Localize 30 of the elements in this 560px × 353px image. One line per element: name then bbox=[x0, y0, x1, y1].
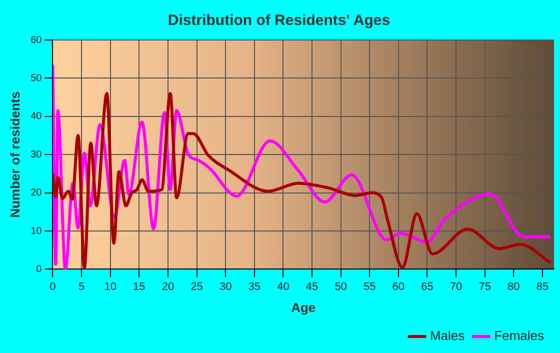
x-tick-label: 5 bbox=[78, 280, 85, 293]
x-tick-label: 65 bbox=[421, 280, 434, 293]
y-axis-title: Number of residents bbox=[7, 91, 22, 218]
x-tick-label: 40 bbox=[277, 280, 290, 293]
x-tick-label: 50 bbox=[334, 280, 347, 293]
x-tick-label: 80 bbox=[508, 280, 520, 293]
x-axis-title: Age bbox=[291, 300, 316, 315]
x-tick-label: 35 bbox=[248, 280, 261, 293]
y-tick-label: 50 bbox=[30, 72, 42, 84]
x-tick-label: 45 bbox=[306, 280, 318, 293]
x-tick-label: 20 bbox=[162, 280, 174, 293]
y-tick-label: 10 bbox=[30, 226, 42, 237]
x-tick-label: 75 bbox=[478, 280, 491, 293]
y-tick-label: 30 bbox=[30, 149, 42, 160]
y-tick-label: 20 bbox=[30, 188, 42, 199]
x-tick-label: 30 bbox=[219, 280, 232, 293]
x-tick-label: 15 bbox=[133, 280, 146, 293]
x-tick-label: 70 bbox=[450, 280, 462, 293]
x-tick-label: 55 bbox=[363, 280, 376, 293]
x-tick-label: 25 bbox=[190, 280, 203, 293]
legend-label: Males bbox=[430, 328, 466, 344]
legend-label: Females bbox=[494, 328, 544, 344]
y-tick-label: 0 bbox=[36, 264, 42, 275]
x-tick-label: 85 bbox=[536, 280, 549, 293]
y-tick-label: 40 bbox=[30, 111, 42, 122]
chart-title: Distribution of Residents' Ages bbox=[168, 12, 390, 30]
y-tick-label: 60 bbox=[30, 34, 42, 46]
x-tick-label: 60 bbox=[392, 280, 405, 293]
x-tick-label: 0 bbox=[50, 280, 56, 293]
x-tick-label: 10 bbox=[104, 280, 116, 293]
